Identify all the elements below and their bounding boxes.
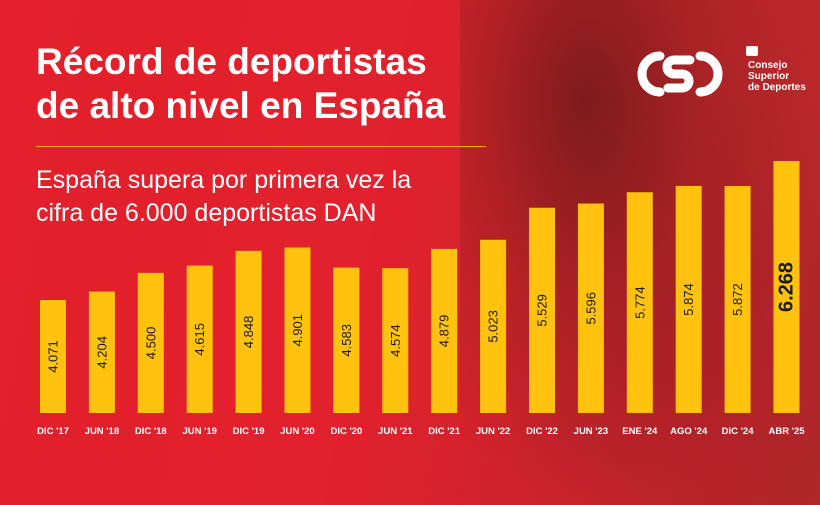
- x-tick-label-15: ABR '25: [768, 426, 805, 437]
- bar-value-label-11: 5.596: [583, 292, 598, 325]
- x-tick-label-3: JUN '19: [182, 426, 216, 437]
- bar-8: [431, 248, 458, 413]
- x-tick-label-14: DIC '24: [722, 426, 755, 437]
- bar-value-label-15: 6.268: [776, 262, 798, 312]
- bar-4: [235, 250, 262, 413]
- logo-line-3: de Deportes: [748, 82, 806, 93]
- bar-3: [186, 265, 213, 413]
- logo-line-2: Superior: [748, 71, 790, 82]
- logo-line-1: Consejo: [748, 60, 788, 71]
- x-tick-label-12: ENE '24: [622, 426, 658, 437]
- bar-value-label-8: 4.879: [437, 315, 452, 348]
- x-tick-label-5: JUN '20: [280, 426, 314, 437]
- bar-value-label-10: 5.529: [535, 294, 550, 327]
- bar-value-label-14: 5.872: [730, 283, 745, 316]
- x-tick-label-13: AGO '24: [670, 426, 708, 437]
- x-tick-label-10: DIC '22: [526, 426, 558, 437]
- bar-11: [577, 203, 604, 413]
- x-tick-label-11: JUN '23: [574, 426, 608, 437]
- bar-value-label-0: 4.071: [46, 340, 61, 373]
- x-tick-label-2: DIC '18: [135, 426, 167, 437]
- x-tick-label-7: JUN '21: [378, 426, 413, 437]
- bar-2: [137, 272, 164, 413]
- bar-1: [88, 291, 115, 413]
- bar-value-label-4: 4.848: [241, 316, 256, 349]
- x-tick-label-8: DIC '21: [428, 426, 461, 437]
- x-tick-label-0: DIC '17: [37, 426, 69, 437]
- subtitle-line-1: España supera por primera vez la: [36, 166, 412, 194]
- bar-9: [480, 239, 507, 413]
- x-tick-label-9: JUN '22: [476, 426, 510, 437]
- bar-value-label-7: 4.574: [388, 324, 403, 357]
- logo-text: Consejo Superior de Deportes: [748, 60, 806, 93]
- x-tick-label-4: DIC '19: [233, 426, 265, 437]
- bar-13: [675, 185, 702, 413]
- bar-14: [724, 186, 751, 413]
- title-line-2: de alto nivel en España: [36, 85, 446, 126]
- bar-value-label-2: 4.500: [143, 327, 158, 360]
- bar-5: [284, 247, 311, 413]
- bar-7: [382, 268, 409, 413]
- page-subtitle: España supera por primera vez la cifra d…: [36, 164, 496, 230]
- title-line-1: Récord de deportistas: [36, 41, 427, 82]
- csd-logo-icon: [637, 46, 758, 97]
- x-tick-label-1: JUN '18: [85, 426, 119, 437]
- bar-value-label-5: 4.901: [290, 314, 305, 347]
- bar-10: [529, 207, 555, 413]
- bar-value-label-12: 5.774: [632, 286, 647, 319]
- x-tick-label-6: DIC '20: [330, 426, 362, 437]
- bar-12: [626, 192, 653, 413]
- bar-value-label-13: 5.874: [681, 283, 696, 316]
- bar-value-label-9: 5.023: [486, 310, 501, 343]
- bar-value-label-6: 4.583: [339, 324, 354, 357]
- subtitle-line-2: cifra de 6.000 deportistas DAN: [36, 199, 377, 227]
- bar-value-label-1: 4.204: [94, 336, 109, 369]
- bar-0: [40, 300, 66, 413]
- bar-value-label-3: 4.615: [192, 323, 207, 356]
- bar-6: [333, 267, 360, 413]
- title-divider: [36, 146, 486, 147]
- bar-15: [773, 161, 800, 413]
- page-title: Récord de deportistas de alto nivel en E…: [36, 40, 556, 128]
